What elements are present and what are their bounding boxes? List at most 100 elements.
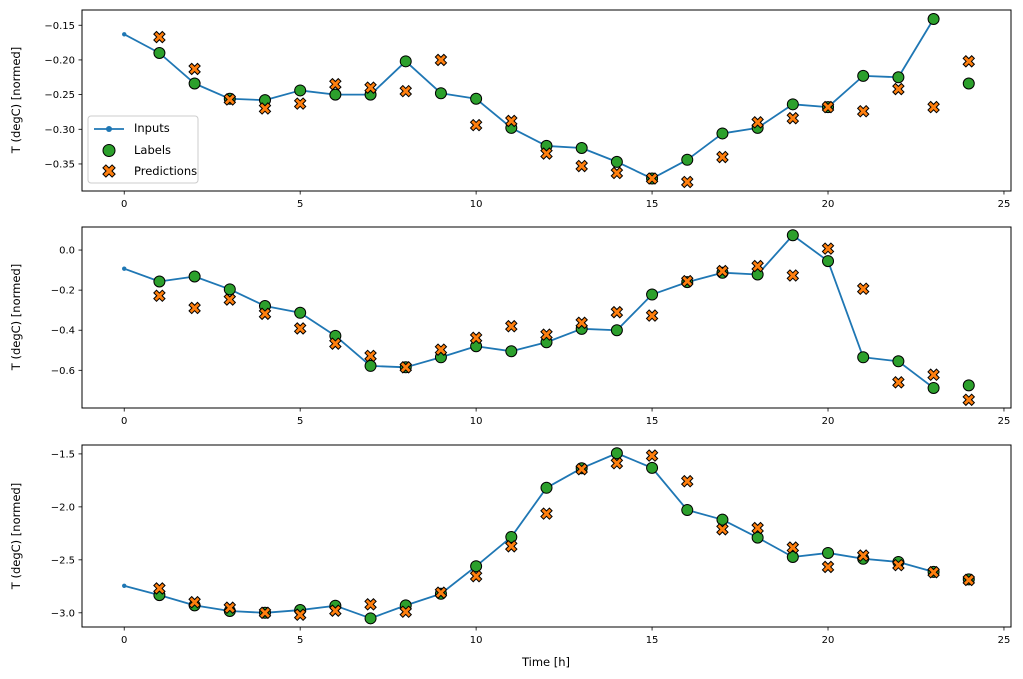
labels-point — [681, 153, 694, 166]
y-axis: −1.5 −2.0 −2.5 −3.0 — [51, 449, 82, 619]
predictions-point — [188, 595, 201, 609]
predictions-point — [610, 305, 624, 319]
legend-inputs-dot-sample — [106, 126, 112, 132]
inputs-line — [123, 452, 934, 620]
predictions-point — [892, 376, 905, 389]
predictions-point — [223, 93, 237, 106]
labels-point — [610, 324, 623, 337]
predictions-point — [786, 541, 800, 554]
predictions-point — [505, 539, 518, 553]
predictions-point — [223, 601, 237, 615]
predictions-point — [575, 159, 588, 173]
labels-point — [223, 283, 236, 296]
y-tick-label: −0.20 — [44, 55, 75, 66]
predictions-point — [716, 523, 729, 536]
x-tick-label: 10 — [470, 199, 483, 210]
predictions-point — [751, 521, 764, 535]
labels-series — [153, 13, 975, 185]
predictions-point — [364, 598, 377, 611]
x-tick-label: 25 — [998, 199, 1011, 210]
y-axis: −0.15 −0.20 −0.25 −0.30 −0.35 — [44, 21, 82, 170]
predictions-point — [540, 147, 553, 160]
x-tick-label: 5 — [297, 416, 303, 427]
labels-point — [892, 355, 905, 368]
predictions-point — [680, 474, 694, 488]
labels-point — [962, 379, 975, 392]
labels-point — [294, 84, 307, 97]
labels-point — [927, 381, 940, 394]
predictions-point — [927, 368, 940, 382]
predictions-point — [856, 282, 870, 296]
legend-label-inputs: Inputs — [134, 121, 170, 135]
legend-predictions-x-sample — [102, 164, 116, 178]
predictions-point — [505, 114, 518, 128]
predictions-point — [575, 462, 588, 476]
predictions-point — [329, 604, 342, 617]
y-tick-label: −2.0 — [51, 502, 75, 513]
predictions-point — [258, 102, 272, 115]
labels-point — [505, 345, 518, 358]
predictions-point — [153, 582, 166, 595]
labels-point — [610, 447, 623, 460]
predictions-point — [329, 337, 342, 350]
x-axis-label: Time [h] — [521, 655, 571, 669]
predictions-point — [153, 30, 166, 44]
legend — [87, 115, 199, 184]
y-axis-label-subplot-3: T (degC) [normed] — [9, 482, 23, 590]
subplot-1: 0 5 10 15 20 25 −0.15 −0.20 −0.25 −0.30 −0.35 — [44, 9, 1012, 210]
y-tick-label: −0.35 — [44, 159, 75, 170]
x-tick-label: 10 — [470, 416, 483, 427]
y-tick-label: −0.15 — [44, 21, 75, 32]
x-tick-label: 15 — [646, 635, 659, 646]
predictions-point — [645, 172, 659, 185]
predictions-point — [540, 507, 553, 520]
predictions-point — [645, 449, 659, 462]
predictions-point — [575, 316, 588, 330]
predictions-point — [505, 319, 518, 333]
predictions-point — [821, 100, 835, 114]
x-tick-label: 25 — [998, 635, 1011, 646]
y-tick-label: −2.5 — [51, 555, 75, 566]
x-tick-label: 0 — [121, 416, 127, 427]
y-tick-label: −0.30 — [44, 125, 75, 136]
x-axis: 0 5 10 15 20 25 — [121, 191, 1010, 210]
legend-label-labels: Labels — [134, 143, 172, 157]
predictions-point — [610, 166, 624, 180]
predictions-point — [821, 242, 835, 255]
y-tick-label: −0.4 — [51, 326, 75, 337]
predictions-point — [610, 456, 624, 470]
axes-frame — [81, 226, 1012, 409]
predictions-point — [645, 309, 659, 322]
subplot-2: 0 5 10 15 20 25 0.0 −0.2 −0.4 −0.6 — [51, 226, 1012, 427]
labels-point — [540, 481, 553, 494]
predictions-point — [892, 82, 905, 96]
x-tick-label: 0 — [121, 199, 127, 210]
y-axis: 0.0 −0.2 −0.4 −0.6 — [51, 246, 82, 377]
labels-point — [505, 530, 518, 543]
labels-point — [470, 560, 483, 573]
predictions-point — [434, 586, 448, 599]
predictions-point — [434, 343, 448, 356]
labels-point — [399, 55, 412, 68]
predictions-point — [962, 573, 976, 587]
labels-point — [786, 550, 799, 563]
inputs-line — [123, 18, 935, 180]
predictions-point — [469, 331, 483, 345]
x-tick-label: 20 — [822, 635, 835, 646]
predictions-point — [153, 289, 166, 303]
labels-point — [751, 531, 764, 544]
predictions-point — [399, 84, 413, 98]
predictions-point — [223, 293, 237, 306]
y-tick-label: 0.0 — [59, 246, 75, 257]
labels-point — [786, 98, 799, 111]
predictions-point — [716, 264, 729, 278]
predictions-point — [293, 608, 307, 622]
axes-frame — [81, 9, 1012, 192]
predictions-point — [258, 307, 272, 321]
labels-point — [329, 88, 342, 101]
x-tick-label: 15 — [646, 199, 659, 210]
y-tick-label: −1.5 — [51, 449, 75, 460]
predictions-point — [786, 111, 800, 125]
predictions-series — [153, 242, 976, 407]
